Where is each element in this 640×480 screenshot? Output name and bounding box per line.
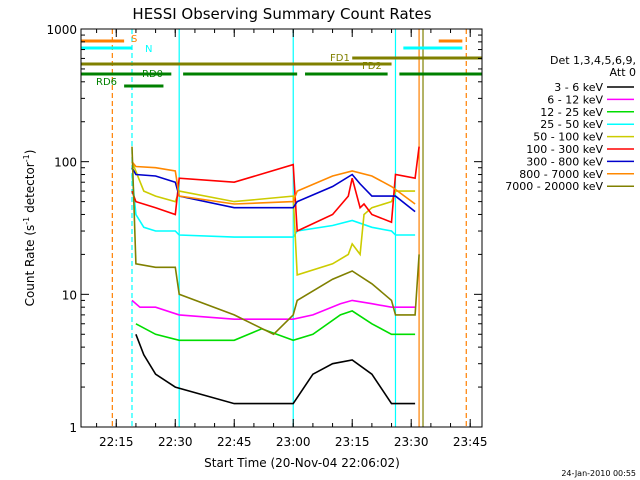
legend-label: 25 - 50 keV (540, 118, 603, 131)
series-line-4 (131, 161, 416, 276)
vertical-markers (81, 29, 467, 427)
x-axis-label: Start Time (20-Nov-04 22:06:02) (204, 456, 400, 470)
footer-timestamp: 24-Jan-2010 00:55 (561, 469, 636, 478)
y-axis-label: Count Rate (s-1 detector-1) (22, 150, 37, 307)
flag-bars: SN FD1 FD2 RD0 RD6 (81, 34, 482, 88)
legend-label: 6 - 12 keV (547, 93, 603, 106)
x-tick-label: 22:15 (99, 435, 134, 449)
flag-label-fd2: FD2 (362, 61, 382, 72)
x-tick-label: 22:30 (158, 435, 193, 449)
x-tick-label: 23:30 (394, 435, 429, 449)
legend-label: 3 - 6 keV (554, 81, 603, 94)
x-tick-label: 23:00 (276, 435, 311, 449)
series-line-5 (131, 146, 420, 233)
series-line-0 (135, 334, 416, 405)
series-line-6 (131, 167, 416, 213)
series-line-8 (131, 146, 420, 336)
x-tick-label: 22:45 (217, 435, 252, 449)
flag-label-n: N (145, 44, 152, 55)
legend-title-line: Att 0 (610, 66, 636, 79)
series-line-3 (131, 174, 416, 238)
y-tick-label: 1 (69, 421, 77, 435)
x-tick-label: 23:15 (335, 435, 370, 449)
legend-label: 800 - 7000 keV (519, 168, 603, 181)
chart-title: HESSI Observing Summary Count Rates (132, 5, 431, 23)
flag-label-rd6: RD6 (96, 77, 117, 88)
legend-label: 300 - 800 keV (526, 155, 603, 168)
y-tick-label: 10 (62, 288, 77, 302)
legend-label: 100 - 300 keV (526, 143, 603, 156)
series-line-1 (131, 299, 416, 321)
series-line-7 (131, 161, 416, 205)
x-tick-label: 23:45 (453, 435, 488, 449)
legend-title-line: Det 1,3,4,5,6,9, (550, 54, 636, 67)
series-line-2 (135, 310, 416, 342)
y-tick-label: 1000 (46, 23, 77, 37)
series-lines (131, 146, 420, 405)
legend-label: 50 - 100 keV (533, 131, 603, 144)
legend-label: 12 - 25 keV (540, 106, 603, 119)
x-axis: 22:15 22:30 22:45 23:00 23:15 23:30 23:45 (96, 29, 488, 449)
y-tick-label: 100 (54, 156, 77, 170)
legend-label: 7000 - 20000 keV (505, 180, 603, 193)
flag-label-s: S (131, 34, 137, 45)
y-axis: 1 10 100 1000 (46, 23, 482, 435)
flag-label-fd1: FD1 (330, 53, 350, 64)
plot-frame (80, 28, 483, 428)
flag-label-rd0: RD0 (142, 69, 163, 80)
